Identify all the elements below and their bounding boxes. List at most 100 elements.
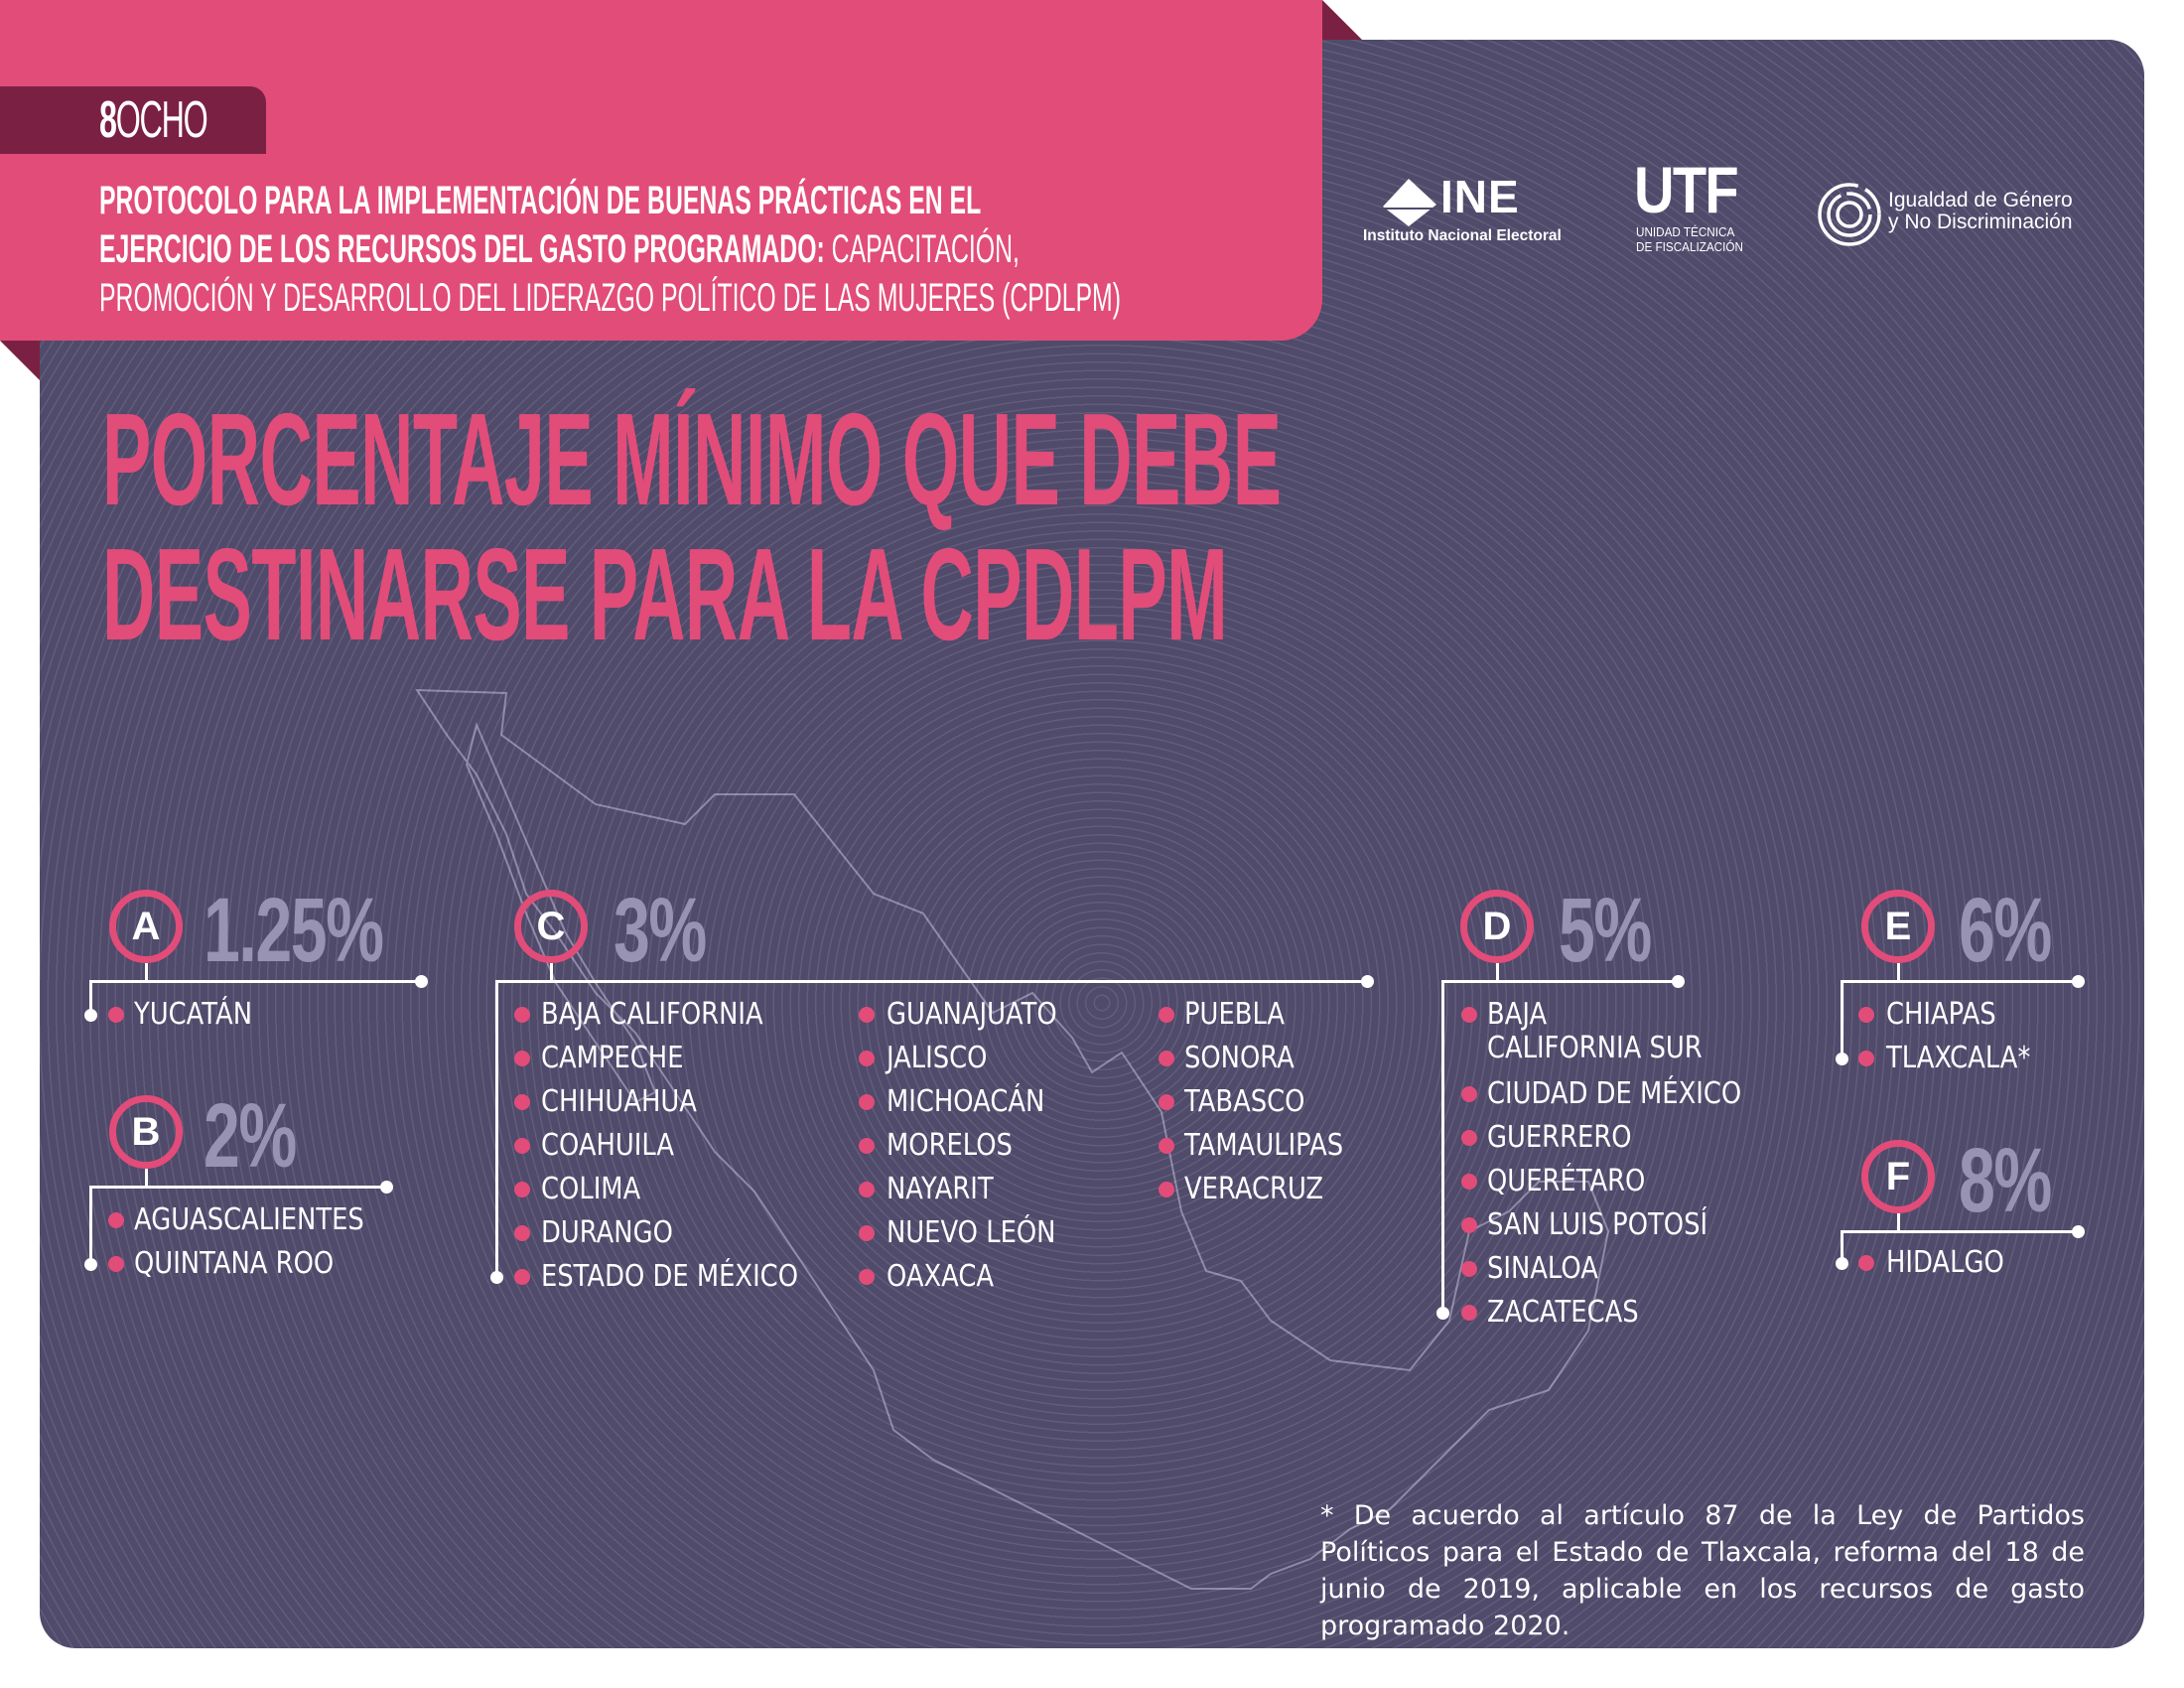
protocol-title-line-2-regular: CAPACITACIÓN, <box>824 227 1020 271</box>
state-item: TLAXCALA* <box>1886 1042 2054 1075</box>
state-name: SONORA <box>1184 1041 1295 1075</box>
state-bullet <box>1461 1217 1477 1233</box>
group-b-stem <box>145 1169 148 1187</box>
state-item: DURANGO <box>541 1216 695 1250</box>
concentric-rings-icon <box>1818 183 1881 246</box>
group-c-letter-badge: C <box>514 890 588 963</box>
state-item: CAMPECHE <box>541 1042 707 1075</box>
state-name: CIUDAD DE MÉXICO <box>1487 1076 1742 1111</box>
group-f-bracket-bottom-dot <box>1836 1257 1848 1270</box>
group-f-letter-badge: F <box>1861 1140 1935 1213</box>
state-name: TAMAULIPAS <box>1184 1128 1344 1163</box>
section-number-label: 8OCHO <box>99 91 208 149</box>
group-b-bracket-top <box>90 1186 386 1189</box>
state-name: VERACRUZ <box>1184 1172 1324 1206</box>
group-a-bracket-side <box>89 980 92 1015</box>
state-name: COLIMA <box>541 1172 641 1206</box>
group-d-percentage: 5% <box>1559 880 1652 981</box>
state-name-line: CALIFORNIA SUR <box>1487 1031 1703 1065</box>
group-d-letter-badge: D <box>1460 890 1534 963</box>
state-item: OAXACA <box>887 1260 1012 1294</box>
state-item: GUERRERO <box>1487 1121 1655 1155</box>
state-bullet <box>1461 1305 1477 1321</box>
state-bullet <box>108 1256 124 1272</box>
state-bullet <box>859 1269 875 1285</box>
group-b-percentage: 2% <box>204 1085 297 1187</box>
state-bullet <box>1858 1007 1874 1023</box>
section-word: OCHO <box>115 91 208 149</box>
state-item: AGUASCALIENTES <box>134 1203 402 1237</box>
group-c-bracket-top <box>496 980 1367 983</box>
group-f-bracket-top <box>1842 1230 2078 1233</box>
ine-wordmark: INE <box>1440 171 1520 222</box>
state-name: GUERRERO <box>1487 1120 1632 1155</box>
state-bullet <box>1461 1086 1477 1102</box>
state-item: QUINTANA ROO <box>134 1247 366 1281</box>
group-c-bracket-end-dot <box>1361 975 1374 988</box>
group-a-bracket-bottom-dot <box>84 1009 97 1022</box>
state-item: SAN LUIS POTOSÍ <box>1487 1208 1743 1242</box>
utf-logo: UTF UNIDAD TÉCNICA DE FISCALIZACIÓN <box>1634 153 1763 254</box>
main-title-line-2: DESTINARSE PARA LA CPDLPM <box>102 521 1228 667</box>
footnote: * De acuerdo al artículo 87 de la Ley de… <box>1320 1500 2085 1641</box>
protocol-title-line-2-bold: EJERCICIO DE LOS RECURSOS DEL GASTO PROG… <box>99 227 825 271</box>
state-item: BAJA CALIFORNIA <box>541 998 799 1032</box>
state-name: DURANGO <box>541 1215 673 1250</box>
group-d-bracket-top <box>1442 980 1678 983</box>
state-item: SONORA <box>1184 1042 1312 1075</box>
state-name-line: BAJA <box>1487 997 1548 1032</box>
state-name: PUEBLA <box>1184 997 1286 1032</box>
state-bullet <box>859 1007 875 1023</box>
state-bullet <box>1461 1007 1477 1023</box>
state-name: GUANAJUATO <box>887 997 1057 1032</box>
state-bullet <box>514 1051 530 1066</box>
igualdad-logo: Igualdad de Género y No Discriminación <box>1817 182 2105 247</box>
state-name: MICHOACÁN <box>887 1084 1045 1119</box>
group-e-bracket-top <box>1842 980 2078 983</box>
ine-subtitle: Instituto Nacional Electoral <box>1363 227 1562 244</box>
group-a-percentage: 1.25% <box>204 880 384 981</box>
state-bullet <box>514 1007 530 1023</box>
state-bullet <box>108 1007 124 1023</box>
state-item: TABASCO <box>1184 1085 1324 1119</box>
state-bullet <box>514 1225 530 1241</box>
state-bullet <box>1159 1182 1174 1197</box>
state-name: COAHUILA <box>541 1128 675 1163</box>
state-item: VERACRUZ <box>1184 1173 1346 1206</box>
state-name: MORELOS <box>887 1128 1013 1163</box>
utf-subtitle-line-2: DE FISCALIZACIÓN <box>1636 239 1743 254</box>
protocol-title-line-2: EJERCICIO DE LOS RECURSOS DEL GASTO PROG… <box>99 225 1121 274</box>
state-name: JALISCO <box>887 1041 988 1075</box>
state-item: CHIAPAS <box>1886 998 2014 1032</box>
igualdad-text: Igualdad de Género y No Discriminación <box>1888 190 2073 233</box>
state-item: MORELOS <box>887 1129 1033 1163</box>
group-d-stem <box>1496 963 1499 981</box>
state-name: SINALOA <box>1487 1251 1598 1286</box>
group-f-bracket-end-dot <box>2072 1225 2085 1238</box>
state-name: QUERÉTARO <box>1487 1164 1646 1198</box>
state-item: COAHUILA <box>541 1129 696 1163</box>
state-bullet <box>1159 1094 1174 1110</box>
state-item: GUANAJUATO <box>887 998 1085 1032</box>
state-bullet <box>859 1051 875 1066</box>
state-name: TLAXCALA* <box>1886 1041 2031 1075</box>
state-bullet <box>108 1212 124 1228</box>
utf-subtitle-line-1: UNIDAD TÉCNICA <box>1636 224 1735 239</box>
utf-wordmark: UTF <box>1634 153 1739 226</box>
group-f-bracket-side <box>1841 1230 1843 1263</box>
mexico-map-path <box>415 688 1610 1590</box>
header-banner: 8OCHO PROTOCOLO PARA LA IMPLEMENTACIÓN D… <box>0 0 1322 341</box>
state-name: NUEVO LEÓN <box>887 1215 1056 1250</box>
state-bullet <box>1461 1261 1477 1277</box>
state-item: YUCATÁN <box>134 998 271 1032</box>
group-b-bracket-side <box>89 1186 92 1264</box>
state-name: AGUASCALIENTES <box>134 1202 364 1237</box>
protocol-title-line-1: PROTOCOLO PARA LA IMPLEMENTACIÓN DE BUEN… <box>99 179 982 222</box>
state-bullet <box>1858 1255 1874 1271</box>
group-e-bracket-end-dot <box>2072 975 2085 988</box>
group-f-percentage: 8% <box>1959 1130 2052 1231</box>
state-name: NAYARIT <box>887 1172 994 1206</box>
group-c-bracket-side <box>495 980 498 1277</box>
group-a-letter-badge: A <box>109 890 183 963</box>
state-bullet <box>1159 1051 1174 1066</box>
